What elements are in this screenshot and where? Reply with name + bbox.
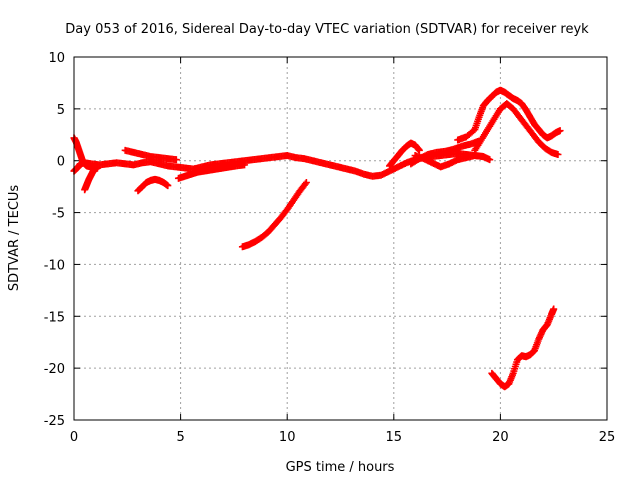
chart-title: Day 053 of 2016, Sidereal Day-to-day VTE…	[65, 22, 589, 37]
data-point-marker	[415, 146, 423, 154]
series-track-10	[411, 152, 494, 171]
data-point-marker	[93, 164, 101, 172]
grid-lines	[74, 57, 607, 420]
series-track-5	[134, 175, 172, 195]
data-point-marker	[301, 180, 309, 188]
y-tick-label: -25	[44, 414, 65, 429]
x-tick-label: 20	[492, 430, 509, 445]
x-tick-label: 15	[386, 430, 403, 445]
series-track-8	[386, 139, 423, 170]
y-tick-label: -20	[44, 362, 65, 377]
y-tick-label: 10	[48, 51, 65, 66]
data-point-marker	[164, 182, 172, 190]
plot-frame	[73, 56, 608, 421]
y-tick-label: -15	[44, 310, 65, 325]
series-track-2	[70, 134, 99, 171]
series-track-6	[174, 161, 249, 182]
series-track-7	[238, 178, 310, 251]
data-point-marker	[550, 305, 558, 313]
series-track-11	[454, 86, 564, 144]
data-point-marker	[556, 127, 564, 135]
series-track-3	[81, 164, 101, 194]
series-track-4	[121, 146, 180, 164]
x-axis-label: GPS time / hours	[286, 460, 395, 475]
data-point-marker	[486, 156, 494, 164]
x-tick-label: 0	[70, 430, 78, 445]
y-tick-label: 0	[57, 155, 65, 170]
y-tick-label: -5	[52, 207, 65, 222]
y-tick-label: -10	[44, 258, 65, 273]
x-tick-label: 10	[279, 430, 296, 445]
data-point-marker	[241, 161, 249, 169]
data-point-marker	[172, 156, 180, 164]
axis-ticks: 0 5 10 15 20 25 -25 -20 -15 -10 -5 0 5 10	[44, 51, 616, 445]
data-point-marker	[302, 178, 310, 186]
y-tick-label: 5	[57, 103, 65, 118]
data-point-marker	[554, 150, 562, 158]
data-points	[70, 86, 564, 391]
series-track-13	[488, 305, 558, 391]
y-axis-label: SDTVAR / TECUs	[7, 185, 22, 292]
x-tick-label: 25	[599, 430, 616, 445]
x-tick-label: 5	[176, 430, 184, 445]
series-track-12	[471, 100, 562, 158]
